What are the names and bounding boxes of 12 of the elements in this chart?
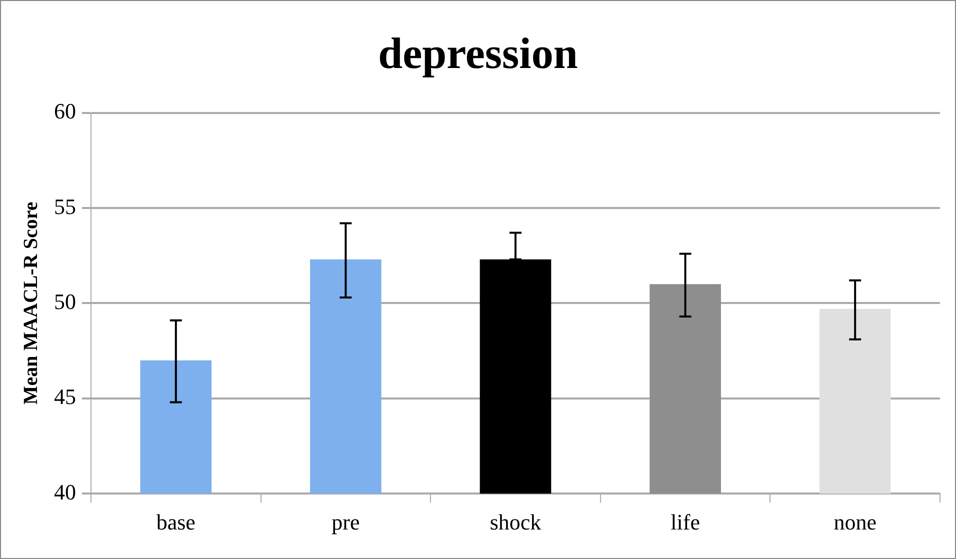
y-tick-label: 40	[54, 479, 76, 504]
x-tick-label: life	[670, 510, 700, 535]
y-tick-label: 45	[54, 384, 76, 410]
y-tick-label: 55	[54, 194, 76, 219]
x-tick-label: shock	[490, 510, 542, 535]
x-tick-label: pre	[332, 510, 360, 535]
x-tick-label: none	[834, 510, 876, 535]
y-axis-title: Mean MAACL-R Score	[20, 202, 42, 405]
x-tick-label: base	[156, 510, 196, 535]
y-tick-label: 60	[54, 98, 76, 124]
y-tick-label: 50	[54, 288, 76, 314]
chart-title: depression	[378, 28, 578, 78]
